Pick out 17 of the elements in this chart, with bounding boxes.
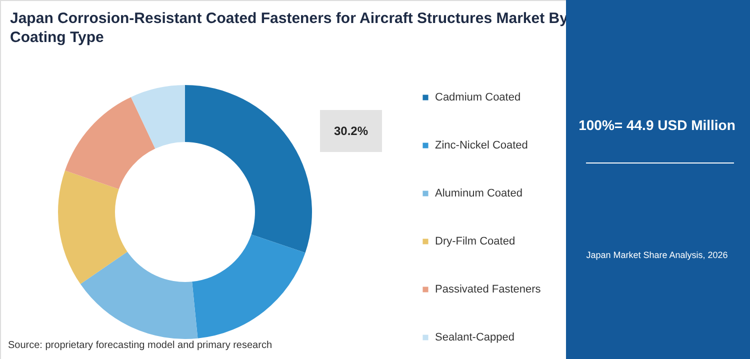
source-note: Source: proprietary forecasting model and primary research: [8, 340, 272, 351]
legend-label: Cadmium Coated: [435, 92, 521, 104]
legend-label: Passivated Fasteners: [435, 284, 542, 296]
donut-slice: [80, 252, 198, 339]
donut-slice: [192, 234, 306, 338]
legend-label: Zinc-Nickel Coated: [435, 140, 528, 152]
text: Japan Market Share Analysis, 2026: [586, 250, 728, 260]
donut-slice: [130, 85, 185, 149]
legend-label: Dry-Film Coated: [435, 236, 516, 248]
chart-title: Japan Corrosion-Resistant Coated Fasteners for Aircraft Structures Market By Coating Type: [10, 10, 569, 46]
legend-label: Aluminum Coated: [435, 188, 522, 200]
donut-slice: [185, 85, 312, 253]
donut-slice: [64, 97, 156, 190]
text: 100%= 44.9 USD Million: [578, 117, 736, 133]
donut-slice: [58, 170, 128, 284]
data-label: 30.2%: [334, 124, 368, 138]
legend-label: Sealant-Capped: [435, 332, 515, 344]
